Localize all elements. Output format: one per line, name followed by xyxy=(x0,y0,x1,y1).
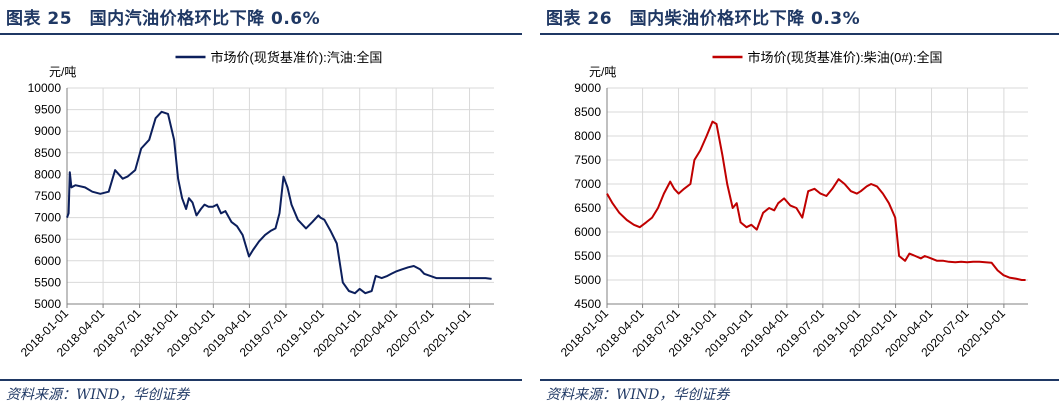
y-tick-label: 5500 xyxy=(574,249,601,263)
y-tick-label: 5000 xyxy=(34,297,61,311)
figure-title-right: 图表 26 国内柴油价格环比下降 0.3% xyxy=(546,9,861,29)
source-note-right: 资料来源：WIND，华创证券 xyxy=(546,387,730,403)
y-tick-label: 6000 xyxy=(34,254,61,268)
source-note-left: 资料来源：WIND，华创证券 xyxy=(6,387,190,403)
y-tick-label: 7000 xyxy=(574,177,601,191)
y-axis-unit-label: 元/吨 xyxy=(589,65,616,79)
y-tick-label: 6000 xyxy=(574,225,601,239)
legend-label: 市场价(现货基准价):汽油:全国 xyxy=(211,50,383,65)
y-tick-label: 5500 xyxy=(34,275,61,289)
y-tick-label: 5000 xyxy=(574,273,601,287)
series-line xyxy=(606,120,1026,281)
y-tick-label: 4500 xyxy=(574,297,601,311)
y-tick-label: 8000 xyxy=(34,167,61,181)
y-tick-label: 6500 xyxy=(574,201,601,215)
y-tick-label: 8500 xyxy=(574,105,601,119)
title-rule-right xyxy=(540,33,1059,35)
y-tick-label: 8500 xyxy=(34,146,61,160)
y-axis-unit-label: 元/吨 xyxy=(49,65,76,79)
y-tick-label: 10000 xyxy=(28,81,62,95)
right-chart-panel: 图表 26 国内柴油价格环比下降 0.3% 元/吨 市场价(现货基准价):柴油(0… xyxy=(540,0,1059,410)
series-line xyxy=(66,110,492,295)
left-chart-panel: 图表 25 国内汽油价格环比下降 0.6% 元/吨 市场价(现货基准价):汽油:全… xyxy=(0,0,522,410)
figure-title-left: 图表 25 国内汽油价格环比下降 0.6% xyxy=(6,9,321,29)
legend: 市场价(现货基准价):汽油:全国 xyxy=(175,50,383,65)
y-tick-label: 7500 xyxy=(34,189,61,203)
source-rule-left xyxy=(0,379,522,381)
y-tick-label: 8000 xyxy=(574,129,601,143)
y-tick-label: 9000 xyxy=(574,81,601,95)
y-tick-label: 7500 xyxy=(574,153,601,167)
y-tick-label: 9000 xyxy=(34,124,61,138)
diesel-price-chart: 元/吨 市场价(现货基准价):柴油(0#):全国 4500 5000 5500 6000 6… xyxy=(558,50,1028,360)
gasoline-price-chart: 元/吨 市场价(现货基准价):汽油:全国 5000 5500 6000 6500 7000 7… xyxy=(18,50,494,360)
source-rule-right xyxy=(540,379,1059,381)
legend-label: 市场价(现货基准价):柴油(0#):全国 xyxy=(748,50,943,65)
y-tick-label: 9500 xyxy=(34,103,61,117)
y-tick-label: 7000 xyxy=(34,211,61,225)
title-rule-left xyxy=(0,33,522,35)
legend: 市场价(现货基准价):柴油(0#):全国 xyxy=(712,50,943,65)
y-tick-label: 6500 xyxy=(34,232,61,246)
